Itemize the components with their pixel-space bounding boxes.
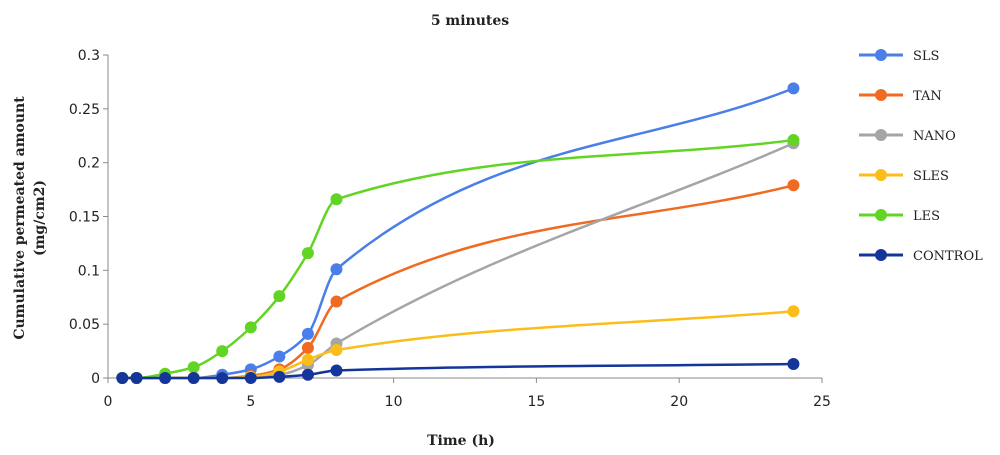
series-sls <box>116 82 800 384</box>
x-axis-label: Time (h) <box>427 433 495 449</box>
x-tick-label: 15 <box>527 394 545 410</box>
data-point-sles <box>787 305 800 318</box>
data-point-sls <box>330 263 343 276</box>
data-point-control <box>787 358 800 370</box>
data-point-control <box>130 372 143 384</box>
series-control <box>116 358 800 384</box>
y-tick-label: 0.05 <box>69 317 100 333</box>
series-layer <box>116 82 800 384</box>
data-point-control <box>330 364 343 377</box>
data-point-sls <box>273 350 286 363</box>
y-tick-label: 0 <box>91 371 100 387</box>
x-tick-label: 10 <box>385 394 403 410</box>
legend-item-control: CONTROL <box>859 249 983 264</box>
data-point-tan <box>787 179 800 192</box>
data-point-control <box>273 370 286 383</box>
data-point-sls <box>301 327 314 340</box>
legend-marker-les <box>875 209 887 221</box>
legend-label-les: LES <box>913 209 940 224</box>
legend-item-sles: SLES <box>859 169 949 184</box>
data-point-les <box>216 345 229 358</box>
legend-label-nano: NANO <box>913 129 956 144</box>
data-point-les <box>787 134 800 147</box>
data-point-tan <box>301 341 314 354</box>
data-point-les <box>187 361 200 374</box>
data-point-les <box>273 290 286 303</box>
x-tick-label: 20 <box>670 394 688 410</box>
legend-label-sls: SLS <box>913 49 939 64</box>
series-line-les <box>122 138 794 380</box>
data-point-control <box>187 372 200 384</box>
legend-item-sls: SLS <box>859 49 939 64</box>
data-point-control <box>159 372 172 384</box>
data-point-tan <box>330 295 343 308</box>
legend-item-les: LES <box>859 209 940 224</box>
data-point-sls <box>787 82 800 95</box>
y-tick-label: 0.1 <box>78 263 100 279</box>
data-point-control <box>301 368 314 381</box>
legend-item-tan: TAN <box>859 89 942 104</box>
y-tick-label: 0.3 <box>78 48 100 64</box>
y-axis-label-line-2: (mg/cm2) <box>32 180 48 256</box>
data-point-les <box>301 247 314 260</box>
legend-label-control: CONTROL <box>913 249 983 264</box>
legend-marker-tan <box>875 89 887 101</box>
data-point-control <box>244 372 257 384</box>
legend-label-sles: SLES <box>913 169 949 184</box>
data-point-control <box>116 372 129 384</box>
data-point-control <box>216 372 229 384</box>
series-line-nano <box>122 142 794 380</box>
series-les <box>116 134 800 384</box>
chart-title: 5 minutes <box>431 13 509 29</box>
y-axis-label-line-1: Cumulative permeated amount <box>12 96 28 340</box>
y-axis-label: Cumulative permeated amount (mg/cm2) <box>12 96 48 340</box>
legend: SLS TAN NANO SLES LES CONTROL <box>859 49 983 264</box>
data-point-sles <box>330 344 343 357</box>
y-tick-label: 0.2 <box>78 156 100 172</box>
data-point-les <box>244 321 257 334</box>
data-point-les <box>330 193 343 206</box>
legend-marker-nano <box>875 129 887 141</box>
legend-item-nano: NANO <box>859 129 956 144</box>
legend-label-tan: TAN <box>913 89 942 104</box>
y-tick-label: 0.15 <box>69 210 100 226</box>
legend-marker-sles <box>875 169 887 181</box>
data-point-sles <box>301 353 314 366</box>
x-tick-label: 25 <box>813 394 831 410</box>
legend-marker-sls <box>875 49 887 61</box>
axes: 0 0.05 0.1 0.15 0.2 0.25 0.3 0 5 10 15 20 25 <box>69 48 831 410</box>
legend-marker-control <box>875 249 887 261</box>
x-tick-label: 0 <box>104 394 113 410</box>
x-tick-label: 5 <box>246 394 255 410</box>
y-tick-label: 0.25 <box>69 102 100 118</box>
